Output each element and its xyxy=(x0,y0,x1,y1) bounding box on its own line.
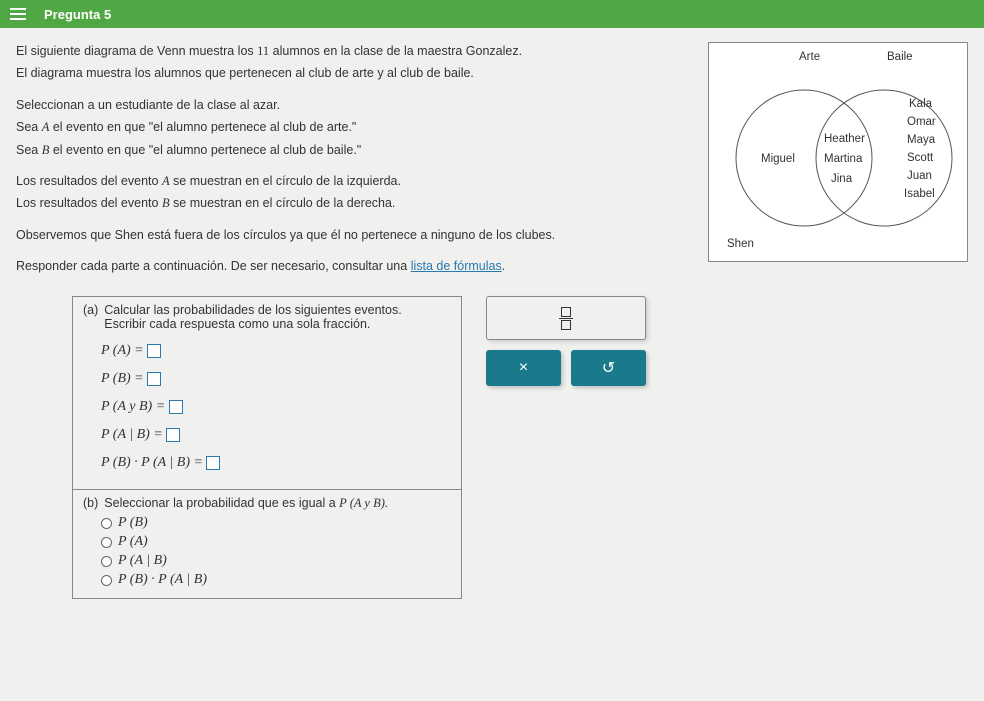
instruction-line: Responder cada parte a continuación. De … xyxy=(16,257,688,276)
radio-icon xyxy=(101,518,112,529)
x-icon: × xyxy=(519,359,528,377)
eq-pagb: P (A | B) = xyxy=(101,427,451,443)
venn-name: Maya xyxy=(907,134,935,146)
part-a-label: (a) xyxy=(83,303,98,331)
fraction-icon xyxy=(559,307,573,330)
answer-row: (a) Calcular las probabilidades de los s… xyxy=(0,296,984,599)
venn-diagram: Arte Baile Miguel Heather Martina Jina K… xyxy=(708,42,968,262)
question-number: Pregunta 5 xyxy=(44,7,111,22)
setup-line-1: Seleccionan a un estudiante de la clase … xyxy=(16,96,688,115)
setup-line-3: Sea B el evento en que "el alumno perten… xyxy=(16,141,688,160)
venn-name: Juan xyxy=(907,170,932,182)
menu-icon[interactable] xyxy=(10,8,26,20)
eq-pbpab: P (B) · P (A | B) = xyxy=(101,455,451,471)
eq-pb: P (B) = xyxy=(101,371,451,387)
part-b-label: (b) xyxy=(83,496,98,511)
venn-name: Jina xyxy=(831,173,852,185)
radio-icon xyxy=(101,556,112,567)
eq-pa: P (A) = xyxy=(101,343,451,359)
intro-line-2: El diagrama muestra los alumnos que pert… xyxy=(16,64,688,83)
answer-input[interactable] xyxy=(166,428,180,442)
answer-input[interactable] xyxy=(147,372,161,386)
problem-text: El siguiente diagrama de Venn muestra lo… xyxy=(16,42,688,288)
venn-name: Omar xyxy=(907,116,936,128)
part-a-prompt-2: Escribir cada respuesta como una sola fr… xyxy=(104,317,401,331)
setup-line-2: Sea A el evento en que "el alumno perten… xyxy=(16,118,688,137)
intro-line-1: El siguiente diagrama de Venn muestra lo… xyxy=(16,42,688,61)
content-row: El siguiente diagrama de Venn muestra lo… xyxy=(0,28,984,296)
reset-button[interactable]: ↺ xyxy=(571,350,646,386)
venn-name: Miguel xyxy=(761,153,795,165)
radio-option[interactable]: P (B) · P (A | B) xyxy=(101,572,451,588)
answer-input[interactable] xyxy=(206,456,220,470)
part-a: (a) Calcular las probabilidades de los s… xyxy=(73,297,461,490)
venn-name: Scott xyxy=(907,152,933,164)
note-line: Observemos que Shen está fuera de los cí… xyxy=(16,226,688,245)
venn-right-title: Baile xyxy=(887,51,913,63)
part-b: (b) Seleccionar la probabilidad que es i… xyxy=(73,490,461,598)
fraction-tool[interactable] xyxy=(486,296,646,340)
answer-input[interactable] xyxy=(147,344,161,358)
tool-panel: × ↺ xyxy=(486,296,646,386)
radio-icon xyxy=(101,537,112,548)
eq-pab: P (A y B) = xyxy=(101,399,451,415)
radio-option[interactable]: P (A | B) xyxy=(101,553,451,569)
venn-name: Martina xyxy=(824,153,862,165)
part-b-prompt: Seleccionar la probabilidad que es igual… xyxy=(104,496,388,511)
formula-link[interactable]: lista de fórmulas xyxy=(411,259,502,273)
radio-icon xyxy=(101,575,112,586)
venn-left-title: Arte xyxy=(799,51,820,63)
part-a-prompt-1: Calcular las probabilidades de los sigui… xyxy=(104,303,401,317)
venn-name: Heather xyxy=(824,133,865,145)
radio-option[interactable]: P (A) xyxy=(101,534,451,550)
answer-box: (a) Calcular las probabilidades de los s… xyxy=(72,296,462,599)
results-line-1: Los resultados del evento A se muestran … xyxy=(16,172,688,191)
reset-icon: ↺ xyxy=(602,358,615,378)
venn-name: Kala xyxy=(909,98,932,110)
radio-option[interactable]: P (B) xyxy=(101,515,451,531)
clear-button[interactable]: × xyxy=(486,350,561,386)
results-line-2: Los resultados del evento B se muestran … xyxy=(16,194,688,213)
venn-name: Isabel xyxy=(904,188,935,200)
answer-input[interactable] xyxy=(169,400,183,414)
venn-outside-name: Shen xyxy=(727,238,754,250)
question-header: Pregunta 5 xyxy=(0,0,984,28)
